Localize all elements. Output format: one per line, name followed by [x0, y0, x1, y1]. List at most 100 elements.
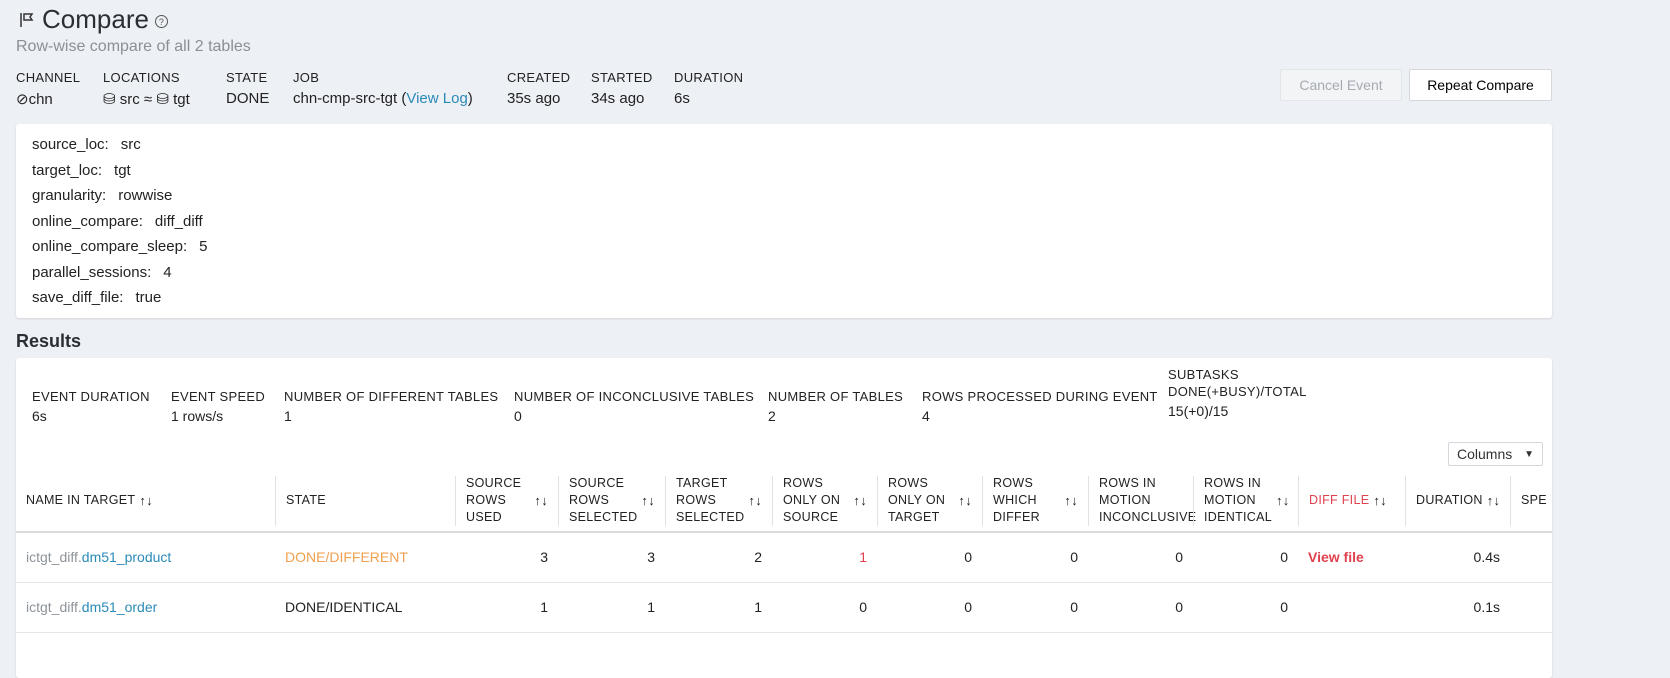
column-header-label: ROWS IN MOTION INCONCLUSIVE — [1099, 476, 1197, 524]
schema-name: ictgt_diff. — [26, 599, 82, 615]
column-header[interactable]: DURATION ↑↓ — [1405, 470, 1510, 533]
meta-state: STATE DONE — [226, 70, 269, 107]
columns-label: Columns — [1457, 446, 1513, 462]
stat-value: 4 — [922, 408, 930, 424]
stat-label: NUMBER OF INCONCLUSIVE TABLES — [514, 389, 755, 404]
meta-value: 34s ago — [591, 90, 645, 107]
column-header-label: ROWS ONLY ON TARGET — [888, 476, 946, 524]
source-location[interactable]: src — [119, 91, 140, 108]
state-cell: DONE/DIFFERENT — [275, 532, 455, 583]
param-row: source_loc: src — [32, 136, 1536, 162]
value-cell: 0 — [877, 532, 982, 583]
column-header[interactable]: SPE — [1510, 470, 1552, 533]
sort-icon[interactable]: ↑↓ — [534, 493, 548, 508]
flag-icon — [20, 12, 34, 27]
column-header[interactable]: ROWS ONLY ON TARGET ↑↓ — [877, 470, 982, 533]
table-row: ictgt_diff.dm51_order DONE/IDENTICAL 1 1 1 0 0… — [16, 582, 1552, 633]
table-link[interactable]: dm51_product — [81, 549, 172, 566]
column-header[interactable]: ROWS IN MOTION IDENTICAL ↑↓ — [1193, 470, 1298, 533]
table-row: ictgt_diff.dm51_product DONE/DIFFERENT 3 3 2… — [16, 532, 1552, 583]
param-value: diff_diff — [154, 212, 203, 230]
column-header-label: DURATION — [1416, 493, 1483, 507]
column-header[interactable]: ROWS ONLY ON SOURCE ↑↓ — [772, 470, 877, 533]
sort-icon[interactable]: ↑↓ — [1275, 493, 1290, 508]
value-cell: 2 — [665, 532, 772, 583]
param-value: 4 — [163, 263, 172, 281]
param-key: granularity: — [32, 187, 107, 204]
database-icon: ⛁ — [156, 91, 169, 108]
sort-icon[interactable]: ↑↓ — [748, 493, 762, 508]
meta-value: 35s ago — [507, 90, 561, 107]
value-cell: 1 — [455, 582, 558, 633]
column-header[interactable]: STATE — [275, 470, 455, 533]
sort-icon[interactable]: ↑↓ — [1064, 493, 1078, 508]
column-header[interactable]: ROWS WHICH DIFFER ↑↓ — [982, 470, 1088, 533]
column-header-label: TARGET ROWS SELECTED — [676, 476, 745, 524]
sort-icon[interactable]: ↑↓ — [853, 493, 867, 508]
columns-dropdown[interactable]: Columns ▼ — [1448, 442, 1543, 466]
param-row: target_loc: tgt — [32, 162, 1536, 188]
repeat-compare-button[interactable]: Repeat Compare — [1409, 69, 1552, 101]
column-header-label: ROWS IN MOTION IDENTICAL — [1204, 476, 1272, 524]
results-table: NAME IN TARGET ↑↓ STATE SOURCE ROWS USED ↑↓ S… — [16, 470, 1552, 633]
stat-label: EVENT DURATION — [32, 389, 150, 404]
column-header[interactable]: NAME IN TARGET ↑↓ — [16, 470, 275, 533]
view-file-link[interactable]: View file — [1308, 549, 1364, 566]
column-header[interactable]: ROWS IN MOTION INCONCLUSIVE — [1088, 470, 1197, 533]
cancel-event-button[interactable]: Cancel Event — [1280, 69, 1402, 101]
value-cell: 0 — [1088, 532, 1193, 583]
speed-cell — [1510, 532, 1552, 583]
value-cell: 0 — [1193, 532, 1298, 583]
duration-cell: 0.4s — [1405, 532, 1510, 583]
sort-icon[interactable]: ↑↓ — [1486, 493, 1501, 508]
duration-cell: 0.1s — [1405, 582, 1510, 633]
meta-label: CHANNEL — [16, 70, 81, 85]
schema-name: ictgt_diff. — [26, 549, 82, 566]
stat-item: NUMBER OF TABLES 2 — [768, 388, 903, 424]
param-value: rowwise — [118, 187, 173, 204]
param-row: online_compare: diff_diff — [32, 213, 1536, 239]
meta-value: DONE — [226, 90, 270, 107]
column-header[interactable]: TARGET ROWS SELECTED ↑↓ — [665, 470, 772, 533]
sort-icon[interactable]: ↑↓ — [1373, 493, 1387, 508]
value-cell: 1 — [772, 532, 877, 583]
value-cell: 1 — [665, 582, 772, 633]
column-header[interactable]: DIFF FILE ↑↓ — [1298, 470, 1405, 533]
param-value: 5 — [199, 238, 208, 255]
channel-link[interactable]: chn — [28, 91, 53, 108]
param-key: source_loc: — [32, 136, 109, 153]
column-header[interactable]: SOURCE ROWS SELECTED ↑↓ — [558, 470, 665, 533]
view-log-link[interactable]: View Log — [406, 90, 468, 107]
stat-item: NUMBER OF INCONCLUSIVE TABLES 0 — [514, 388, 754, 424]
value-cell: 1 — [558, 582, 665, 633]
stat-label: ROWS PROCESSED DURING EVENT — [922, 389, 1158, 404]
param-key: online_compare: — [32, 212, 143, 230]
column-header-label: SOURCE ROWS USED — [466, 476, 522, 524]
page-title: Compare — [42, 4, 149, 34]
column-header-label: ROWS WHICH DIFFER — [993, 476, 1040, 524]
param-row: granularity: rowwise — [32, 187, 1536, 213]
meta-label: LOCATIONS — [103, 70, 180, 85]
value-cell: 0 — [982, 532, 1088, 583]
stat-item: NUMBER OF DIFFERENT TABLES 1 — [284, 388, 498, 424]
param-key: save_diff_file: — [32, 289, 124, 306]
table-link[interactable]: dm51_order — [81, 599, 158, 615]
help-icon[interactable]: ? — [154, 15, 168, 28]
page-header: Compare ? — [18, 4, 168, 35]
sort-icon[interactable]: ↑↓ — [139, 493, 153, 508]
sort-icon[interactable]: ↑↓ — [958, 493, 972, 508]
column-header-label: ROWS ONLY ON SOURCE — [783, 476, 841, 524]
stat-item: ROWS PROCESSED DURING EVENT 4 — [922, 388, 1158, 424]
stat-value: 6s — [32, 408, 47, 424]
param-value: true — [135, 289, 162, 306]
column-header-label: STATE — [286, 493, 326, 507]
stat-item: SUBTASKS DONE(+BUSY)/TOTAL 15(+0)/15 — [1168, 366, 1308, 419]
column-header-label: NAME IN TARGET — [26, 493, 136, 507]
sort-icon[interactable]: ↑↓ — [641, 493, 655, 508]
state-cell: DONE/IDENTICAL — [275, 582, 455, 633]
column-header[interactable]: SOURCE ROWS USED ↑↓ — [455, 470, 558, 533]
meta-started: STARTED 34s ago — [591, 70, 653, 107]
target-location[interactable]: tgt — [173, 91, 190, 108]
param-value: src — [120, 136, 141, 153]
stat-value: 1 rows/s — [171, 408, 224, 424]
